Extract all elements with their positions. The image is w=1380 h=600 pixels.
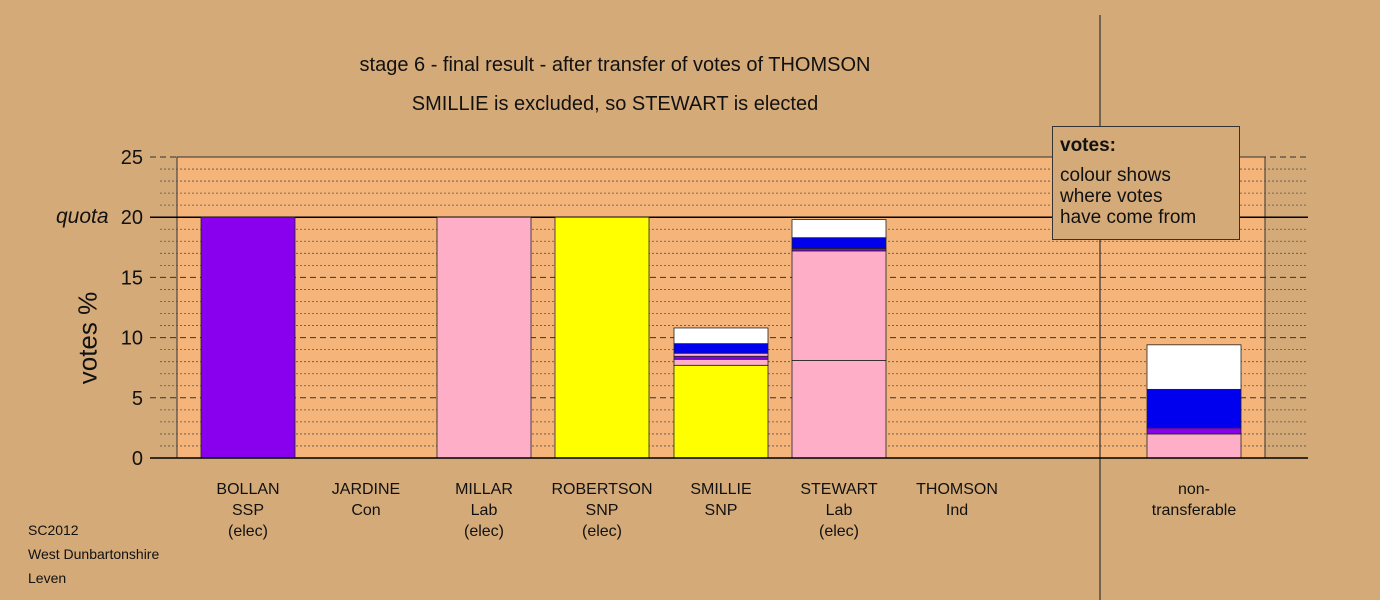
chart-subtitle: SMILLIE is excluded, so STEWART is elect…	[411, 93, 819, 115]
bar-segment	[673, 343, 769, 354]
candidate-label: Ind	[946, 502, 968, 519]
bar-segment	[673, 364, 769, 459]
y-tick-label: 5	[132, 388, 143, 410]
footer-council: West Dunbartonshire	[28, 546, 160, 562]
candidate-label: (elec)	[582, 523, 622, 540]
candidate-label: STEWART	[800, 481, 878, 498]
candidate-label: SMILLIE	[690, 481, 751, 498]
y-tick-label: 0	[132, 448, 143, 470]
chart-title: stage 6 - final result - after transfer …	[359, 54, 871, 76]
candidate-label: ROBERTSON	[551, 481, 652, 498]
candidate-label: SNP	[705, 502, 738, 519]
bar-segment	[673, 355, 769, 360]
legend: votes: colour shows where votes have com…	[1052, 126, 1240, 240]
y-axis-label: votes %	[72, 291, 103, 385]
candidate-label: SNP	[586, 502, 619, 519]
candidate-label: (elec)	[228, 523, 268, 540]
footer-ward: Leven	[28, 570, 67, 586]
bar-segment	[1146, 388, 1242, 429]
y-tick-label: 25	[121, 147, 143, 169]
candidate-label: JARDINE	[332, 481, 400, 498]
legend-line: have come from	[1060, 207, 1197, 228]
bar-segment	[673, 358, 769, 366]
bar-segment	[791, 250, 887, 361]
candidate-label: MILLAR	[455, 481, 513, 498]
candidate-label: BOLLAN	[216, 481, 279, 498]
footer-election: SC2012	[28, 522, 79, 538]
legend-line: colour shows	[1060, 165, 1171, 186]
y-tick-label: 10	[121, 328, 143, 350]
candidate-label: Lab	[826, 502, 853, 519]
candidate-label: non-	[1178, 481, 1210, 498]
legend-line: where votes	[1060, 186, 1163, 207]
candidate-label: Con	[351, 502, 380, 519]
bar-segment	[436, 216, 532, 459]
bar-segment	[554, 216, 650, 459]
bar-segment	[1146, 433, 1242, 459]
candidate-label: SSP	[232, 502, 264, 519]
candidate-label: THOMSON	[916, 481, 998, 498]
bar-segment	[791, 219, 887, 239]
bar-segment	[791, 237, 887, 249]
candidate-label: (elec)	[819, 523, 859, 540]
y-tick-label: 15	[121, 267, 143, 289]
bar-segment	[1146, 344, 1242, 390]
bar-segment	[200, 216, 296, 459]
candidate-label: transferable	[1152, 502, 1237, 519]
bar-segment	[791, 360, 887, 459]
legend-title: votes:	[1060, 135, 1116, 156]
bar-segment	[1146, 427, 1242, 435]
bar-segment	[673, 327, 769, 345]
candidate-label: (elec)	[464, 523, 504, 540]
candidate-label: Lab	[471, 502, 498, 519]
bar-segment	[673, 352, 769, 357]
quota-label: quota	[56, 205, 109, 228]
y-tick-label: 20	[121, 207, 143, 229]
